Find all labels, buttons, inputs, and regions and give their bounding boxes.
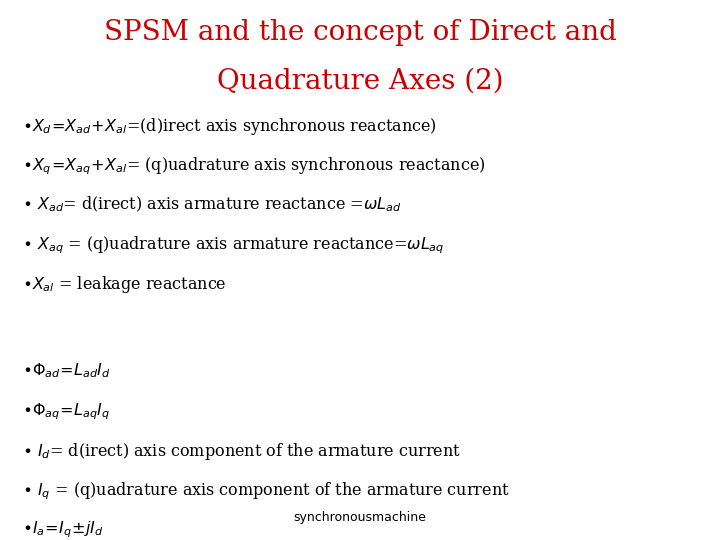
Text: $\bullet X_q\!=\!X_{aq}\!+\!X_{al}$= (q)uadrature axis synchronous reactance): $\bullet X_q\!=\!X_{aq}\!+\!X_{al}$= (q)… bbox=[22, 156, 485, 177]
Text: $\bullet\ X_{ad}$= d(irect) axis armature reactance =$\omega L_{ad}$: $\bullet\ X_{ad}$= d(irect) axis armatur… bbox=[22, 195, 401, 214]
Text: $\bullet X_{al}$ = leakage reactance: $\bullet X_{al}$ = leakage reactance bbox=[22, 274, 226, 295]
Text: $\bullet X_d\!=\!X_{ad}\!+\!X_{al}$=(d)irect axis synchronous reactance): $\bullet X_d\!=\!X_{ad}\!+\!X_{al}$=(d)i… bbox=[22, 116, 436, 137]
Text: $\bullet\ I_d$= d(irect) axis component of the armature current: $\bullet\ I_d$= d(irect) axis component … bbox=[22, 441, 461, 462]
Text: $\bullet I_a\!=\!I_q\!\pm\!jI_d$: $\bullet I_a\!=\!I_q\!\pm\!jI_d$ bbox=[22, 519, 103, 540]
Text: $\bullet \Phi_{aq}\!=\!L_{aq}I_q$: $\bullet \Phi_{aq}\!=\!L_{aq}I_q$ bbox=[22, 401, 110, 422]
Text: $\bullet \Phi_{ad}\!=\!L_{ad}I_d$: $\bullet \Phi_{ad}\!=\!L_{ad}I_d$ bbox=[22, 362, 110, 381]
Text: $\bullet\ I_q$ = (q)uadrature axis component of the armature current: $\bullet\ I_q$ = (q)uadrature axis compo… bbox=[22, 480, 509, 502]
Text: Quadrature Axes (2): Quadrature Axes (2) bbox=[217, 68, 503, 94]
Text: synchronousmachine: synchronousmachine bbox=[294, 511, 426, 524]
Text: $\bullet\ X_{aq}$ = (q)uadrature axis armature reactance=$\omega L_{aq}$: $\bullet\ X_{aq}$ = (q)uadrature axis ar… bbox=[22, 234, 444, 256]
Text: SPSM and the concept of Direct and: SPSM and the concept of Direct and bbox=[104, 19, 616, 46]
